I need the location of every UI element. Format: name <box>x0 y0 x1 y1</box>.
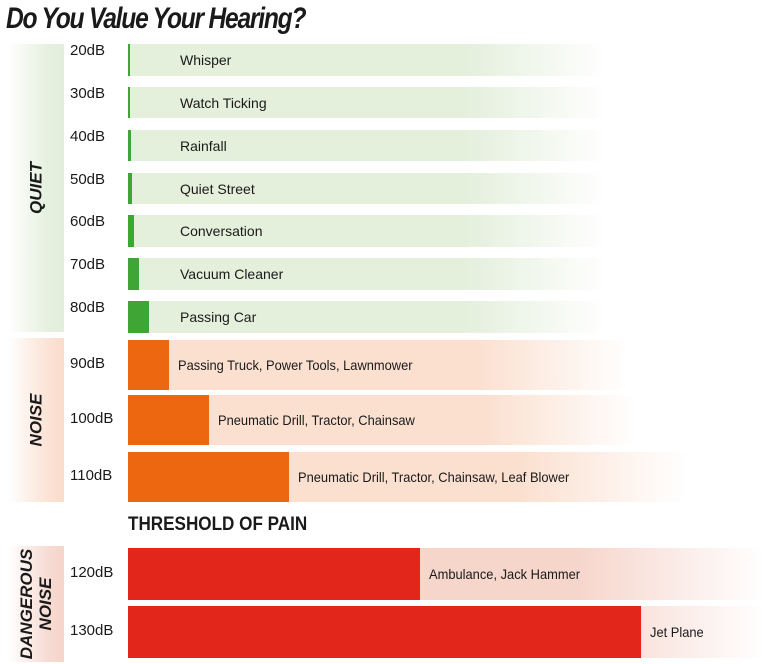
bar-label: Passing Car <box>180 309 257 325</box>
bar-row: Quiet Street <box>128 173 608 204</box>
threshold-of-pain-label: THRESHOLD OF PAIN <box>128 514 308 535</box>
bar-track <box>128 87 608 118</box>
bar-label: Pneumatic Drill, Tractor, Chainsaw <box>218 412 415 428</box>
bar-fill <box>128 340 169 390</box>
bar-label: Conversation <box>180 223 263 239</box>
db-level-label: 120dB <box>70 564 114 581</box>
page-title: Do You Value Your Hearing? <box>6 2 307 35</box>
bar-fill <box>128 452 289 502</box>
db-level-label: 20dB <box>70 42 106 59</box>
bar-row: Jet Plane <box>128 606 766 658</box>
group-band-dangerous-noise: DANGEROUS NOISE <box>8 546 64 662</box>
bar-label: Pneumatic Drill, Tractor, Chainsaw, Leaf… <box>298 469 570 485</box>
bar-row: Pneumatic Drill, Tractor, Chainsaw <box>128 395 638 445</box>
bar-label: Ambulance, Jack Hammer <box>429 566 581 582</box>
bar-label: Quiet Street <box>180 180 255 197</box>
group-band-noise: NOISE <box>8 338 64 502</box>
bar-fill <box>128 548 420 600</box>
bar-label: Passing Truck, Power Tools, Lawnmower <box>178 357 413 373</box>
bar-row: Passing Car <box>128 301 608 333</box>
db-level-label: 130dB <box>70 622 114 639</box>
bar-row: Ambulance, Jack Hammer <box>128 548 766 600</box>
bar-fill <box>128 173 132 204</box>
bar-fill <box>128 215 134 247</box>
db-level-label: 90dB <box>70 355 106 372</box>
db-level-label: 40dB <box>70 128 106 145</box>
group-band-quiet: QUIET <box>8 44 64 332</box>
bar-fill <box>128 87 130 118</box>
bar-track <box>128 44 608 76</box>
bar-track <box>128 130 608 161</box>
db-level-label: 110dB <box>70 467 113 484</box>
bar-label: Vacuum Cleaner <box>180 266 284 282</box>
bar-fill <box>128 130 131 161</box>
bar-fill <box>128 44 130 76</box>
bar-label: Rainfall <box>180 137 227 154</box>
bar-row: Watch Ticking <box>128 87 608 118</box>
group-label-dangerous-noise: DANGEROUS NOISE <box>17 548 55 660</box>
db-level-label: 100dB <box>70 410 114 427</box>
db-level-label: 80dB <box>70 299 106 316</box>
bar-row: Passing Truck, Power Tools, Lawnmower <box>128 340 628 390</box>
bar-track <box>128 395 638 445</box>
db-level-label: 60dB <box>70 213 106 230</box>
bar-track <box>128 340 628 390</box>
bar-track <box>128 301 608 333</box>
bar-row: Vacuum Cleaner <box>128 258 608 290</box>
bar-label: Watch Ticking <box>180 94 267 111</box>
bar-row: Conversation <box>128 215 608 247</box>
bar-track <box>128 258 608 290</box>
bar-track <box>128 215 608 247</box>
db-level-label: 30dB <box>70 85 106 102</box>
bar-row: Whisper <box>128 44 608 76</box>
bar-row: Pneumatic Drill, Tractor, Chainsaw, Leaf… <box>128 452 688 502</box>
bar-fill <box>128 301 149 333</box>
bar-label: Whisper <box>180 52 232 68</box>
bar-fill <box>128 258 139 290</box>
bar-track <box>128 173 608 204</box>
group-label-noise: NOISE <box>26 393 46 447</box>
bar-fill <box>128 395 209 445</box>
group-label-quiet: QUIET <box>26 162 46 214</box>
db-level-label: 50dB <box>70 171 106 188</box>
bar-fill <box>128 606 641 658</box>
db-level-label: 70dB <box>70 256 106 273</box>
bar-row: Rainfall <box>128 130 608 161</box>
bar-label: Jet Plane <box>650 624 704 640</box>
